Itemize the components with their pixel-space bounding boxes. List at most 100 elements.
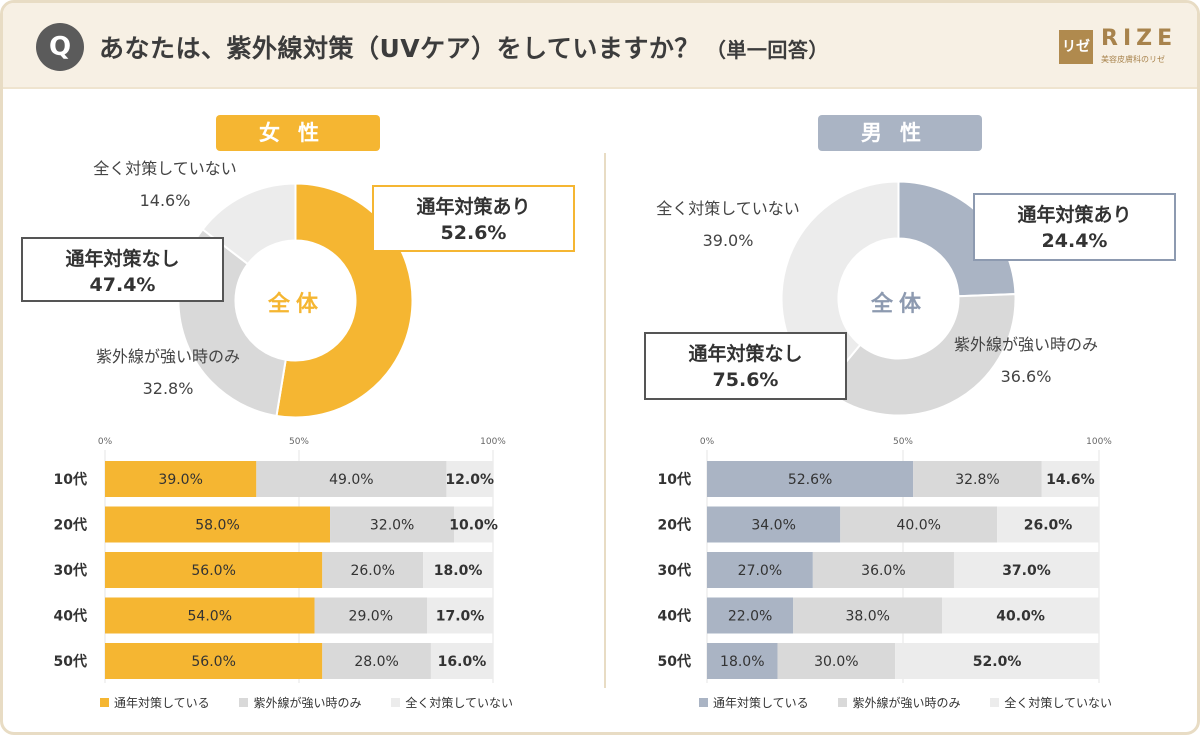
female-none-value: 14.6% bbox=[139, 191, 191, 210]
bar-value-label: 32.8% bbox=[955, 472, 999, 488]
bar-segment bbox=[707, 643, 778, 679]
question-title: あなたは、紫外線対策（UVケア）をしていますか？ （単一回答） bbox=[99, 29, 829, 65]
legend-swatch-all-year bbox=[699, 698, 708, 707]
bar-value-label: 37.0% bbox=[1002, 563, 1051, 579]
bar-value-label: 34.0% bbox=[751, 518, 795, 534]
bar-value-label: 16.0% bbox=[438, 654, 487, 670]
category-label: 40代 bbox=[54, 608, 87, 625]
legend-swatch-none bbox=[990, 698, 1000, 707]
female-label-none: 全く対策していない 14.6% bbox=[65, 153, 265, 217]
bar-value-label: 40.0% bbox=[996, 609, 1045, 625]
female-age-bar-chart: 0% 50% 100% 10代 39.0% 49.0% 12.0% 20代 58.0% 32.0%… bbox=[54, 437, 506, 683]
logo-mark: リゼ bbox=[1059, 30, 1093, 64]
legend-swatch-all-year bbox=[100, 698, 109, 707]
bar-value-label: 10.0% bbox=[449, 518, 498, 534]
panel-divider bbox=[604, 153, 606, 688]
bar-value-label: 28.0% bbox=[354, 654, 398, 670]
x-tick-label: 100% bbox=[480, 437, 506, 447]
bar-segment bbox=[707, 597, 794, 634]
bar-value-label: 14.6% bbox=[1046, 472, 1095, 488]
bar-segment bbox=[423, 552, 493, 588]
bar-value-label: 38.0% bbox=[845, 609, 889, 625]
legend-swatch-none bbox=[391, 698, 401, 707]
bar-segment bbox=[105, 643, 323, 679]
category-label: 40代 bbox=[658, 608, 691, 625]
bar-value-label: 49.0% bbox=[329, 472, 373, 488]
bar-value-label: 18.0% bbox=[720, 654, 764, 670]
bar-segment bbox=[707, 552, 813, 588]
bar-value-label: 26.0% bbox=[1024, 518, 1073, 534]
male-label-no-all-year: 通年対策なし 75.6% bbox=[644, 332, 847, 400]
bar-value-label: 56.0% bbox=[191, 563, 235, 579]
x-tick-label: 50% bbox=[289, 437, 309, 447]
category-label: 20代 bbox=[658, 517, 691, 534]
bar-segment bbox=[942, 597, 1099, 634]
category-label: 30代 bbox=[54, 562, 87, 579]
donut-slice-all-year bbox=[897, 180, 1017, 298]
x-tick-label: 0% bbox=[98, 437, 113, 447]
bar-segment bbox=[953, 552, 1099, 588]
bar-segment bbox=[430, 643, 493, 679]
legend-item-strong: 紫外線が強い時のみ bbox=[838, 696, 961, 710]
bar-value-label: 29.0% bbox=[349, 609, 393, 625]
female-label-strong: 紫外線が強い時のみ 32.8% bbox=[63, 341, 273, 405]
bar-value-label: 18.0% bbox=[434, 563, 483, 579]
bar-segment bbox=[840, 506, 998, 543]
category-label: 20代 bbox=[54, 517, 87, 534]
logo-wordmark: RIZE bbox=[1101, 26, 1178, 51]
bar-value-label: 40.0% bbox=[896, 518, 940, 534]
bar-segment bbox=[812, 552, 954, 588]
male-none-value: 39.0% bbox=[702, 231, 754, 250]
legend-swatch-strong bbox=[838, 698, 848, 707]
category-label: 10代 bbox=[658, 471, 691, 488]
question-text: あなたは、紫外線対策（UVケア）をしていますか？ bbox=[99, 34, 700, 63]
bar-segment bbox=[895, 643, 1099, 679]
male-pill: 男性 bbox=[818, 115, 982, 151]
category-label: 30代 bbox=[658, 562, 691, 579]
male-none-name: 全く対策していない bbox=[656, 199, 800, 218]
rize-logo: リゼ RIZE 美容皮膚科のリゼ bbox=[1059, 26, 1179, 70]
bar-value-label: 54.0% bbox=[188, 609, 232, 625]
female-all-year-name: 通年対策あり bbox=[416, 196, 531, 218]
question-badge: Q bbox=[36, 23, 84, 71]
donut-slice-none bbox=[201, 182, 297, 266]
legend-swatch-strong bbox=[239, 698, 249, 707]
legend-item-all-year: 通年対策している bbox=[699, 696, 809, 710]
bar-value-label: 36.0% bbox=[861, 563, 905, 579]
bar-value-label: 17.0% bbox=[436, 609, 485, 625]
legend-item-none: 全く対策していない bbox=[391, 696, 513, 710]
x-tick-label: 0% bbox=[700, 437, 715, 447]
logo-tagline: 美容皮膚科のリゼ bbox=[1101, 55, 1165, 64]
male-all-year-name: 通年対策あり bbox=[1017, 204, 1132, 226]
bar-segment bbox=[997, 506, 1099, 543]
bar-value-label: 32.0% bbox=[370, 518, 414, 534]
bar-value-label: 58.0% bbox=[195, 518, 239, 534]
male-label-none: 全く対策していない 39.0% bbox=[628, 193, 828, 257]
bar-segment bbox=[256, 461, 447, 497]
male-no-all-year-name: 通年対策なし bbox=[688, 343, 803, 365]
bar-segment bbox=[446, 461, 493, 497]
category-label: 50代 bbox=[658, 653, 691, 670]
bar-segment bbox=[105, 597, 315, 634]
bar-segment bbox=[322, 552, 424, 588]
bar-value-label: 39.0% bbox=[158, 472, 202, 488]
bar-value-label: 27.0% bbox=[738, 563, 782, 579]
bar-segment bbox=[707, 461, 914, 497]
bar-value-label: 52.6% bbox=[788, 472, 832, 488]
legend-item-strong: 紫外線が強い時のみ bbox=[239, 696, 362, 710]
answer-type-note: （単一回答） bbox=[705, 38, 829, 62]
bar-segment bbox=[707, 506, 841, 543]
female-label-no-all-year: 通年対策なし 47.4% bbox=[21, 237, 224, 302]
bar-value-label: 30.0% bbox=[814, 654, 858, 670]
male-strong-value: 36.6% bbox=[1000, 367, 1052, 386]
bar-segment bbox=[427, 597, 493, 634]
bar-value-label: 52.0% bbox=[973, 654, 1022, 670]
bar-segment bbox=[105, 506, 331, 543]
female-pill: 女性 bbox=[216, 115, 380, 151]
male-donut-center-label: 全体 bbox=[870, 292, 927, 317]
bar-segment bbox=[1041, 461, 1099, 497]
bar-segment bbox=[793, 597, 943, 634]
legend-item-none: 全く対策していない bbox=[990, 696, 1112, 710]
bar-segment bbox=[913, 461, 1042, 497]
